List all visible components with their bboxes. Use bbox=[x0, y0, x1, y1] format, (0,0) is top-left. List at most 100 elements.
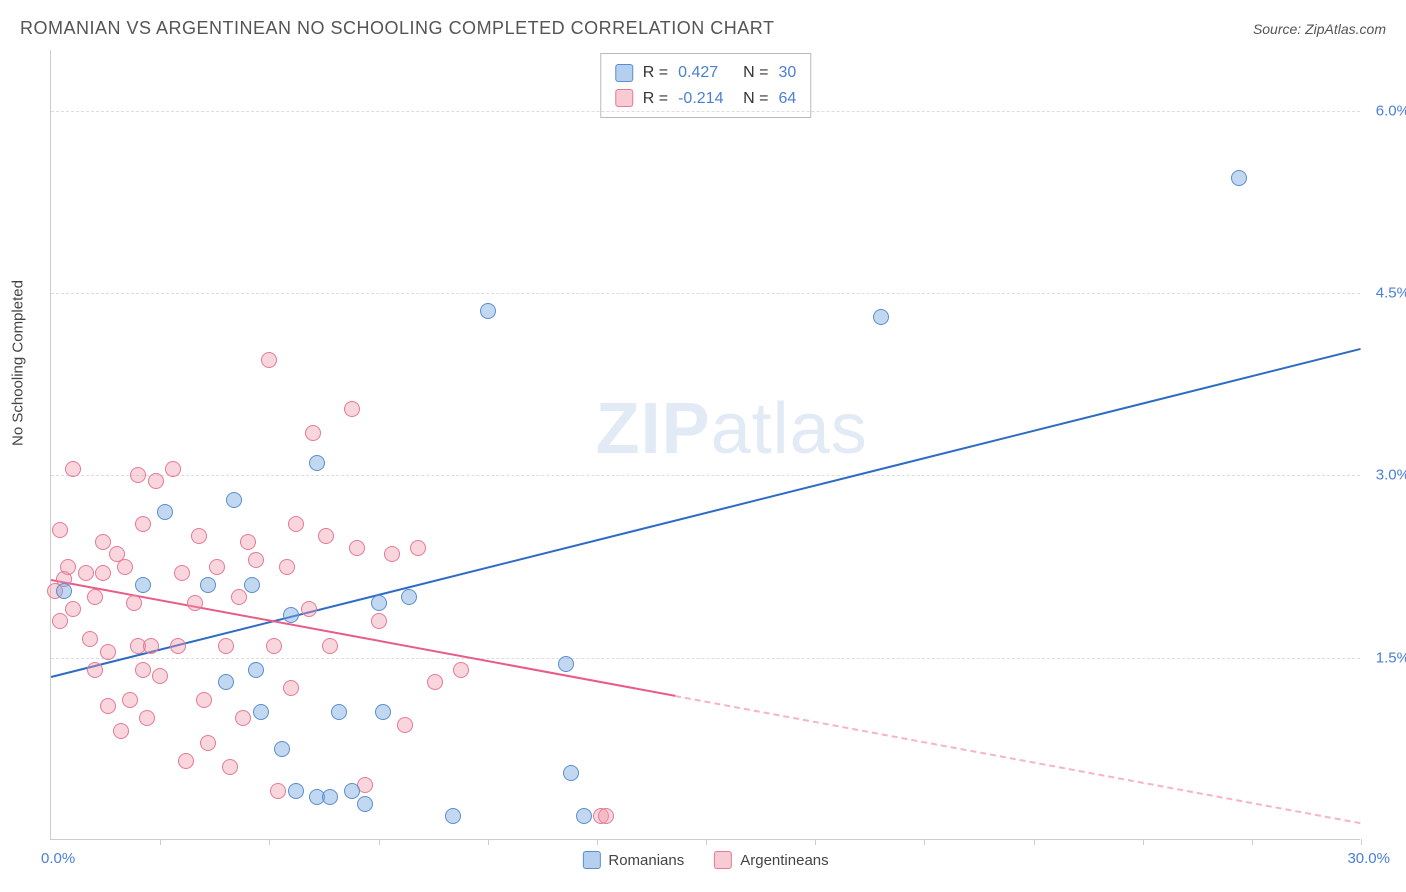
source-attribution: Source: ZipAtlas.com bbox=[1253, 21, 1386, 37]
N-label: N = bbox=[743, 86, 768, 112]
data-point-romanians bbox=[371, 595, 387, 611]
correlation-legend: R = 0.427 N = 30 R = -0.214 N = 64 bbox=[600, 53, 811, 118]
data-point-argentineans bbox=[200, 735, 216, 751]
R-value-romanians: 0.427 bbox=[678, 60, 733, 86]
trendline-argentineans-dashed bbox=[675, 695, 1361, 824]
data-point-argentineans bbox=[143, 638, 159, 654]
data-point-romanians bbox=[401, 589, 417, 605]
legend-item-argentineans: Argentineans bbox=[714, 851, 828, 869]
legend-label-argentineans: Argentineans bbox=[740, 852, 828, 869]
data-point-romanians bbox=[357, 796, 373, 812]
data-point-argentineans bbox=[126, 595, 142, 611]
data-point-argentineans bbox=[344, 401, 360, 417]
data-point-argentineans bbox=[196, 692, 212, 708]
data-point-argentineans bbox=[248, 552, 264, 568]
data-point-argentineans bbox=[222, 759, 238, 775]
source-name: ZipAtlas.com bbox=[1305, 21, 1386, 37]
gridline bbox=[51, 658, 1360, 659]
data-point-argentineans bbox=[87, 589, 103, 605]
data-point-argentineans bbox=[270, 783, 286, 799]
data-point-romanians bbox=[56, 583, 72, 599]
data-point-argentineans bbox=[52, 613, 68, 629]
data-point-romanians bbox=[253, 704, 269, 720]
x-tick bbox=[1143, 839, 1144, 845]
N-value-romanians: 30 bbox=[778, 60, 796, 86]
data-point-argentineans bbox=[65, 461, 81, 477]
data-point-romanians bbox=[248, 662, 264, 678]
data-point-argentineans bbox=[60, 559, 76, 575]
data-point-argentineans bbox=[410, 540, 426, 556]
y-axis-title: No Schooling Completed bbox=[10, 280, 27, 446]
gridline bbox=[51, 293, 1360, 294]
data-point-argentineans bbox=[191, 528, 207, 544]
data-point-argentineans bbox=[301, 601, 317, 617]
y-tick-label: 6.0% bbox=[1370, 102, 1406, 119]
data-point-romanians bbox=[157, 504, 173, 520]
data-point-argentineans bbox=[598, 808, 614, 824]
data-point-romanians bbox=[563, 765, 579, 781]
data-point-romanians bbox=[135, 577, 151, 593]
watermark-light: atlas bbox=[711, 389, 868, 469]
legend-item-romanians: Romanians bbox=[582, 851, 684, 869]
data-point-argentineans bbox=[139, 710, 155, 726]
data-point-argentineans bbox=[322, 638, 338, 654]
x-tick bbox=[379, 839, 380, 845]
data-point-argentineans bbox=[52, 522, 68, 538]
data-point-romanians bbox=[226, 492, 242, 508]
x-tick bbox=[1252, 839, 1253, 845]
data-point-romanians bbox=[558, 656, 574, 672]
y-tick-label: 4.5% bbox=[1370, 285, 1406, 302]
data-point-argentineans bbox=[178, 753, 194, 769]
data-point-argentineans bbox=[187, 595, 203, 611]
data-point-argentineans bbox=[384, 546, 400, 562]
data-point-argentineans bbox=[266, 638, 282, 654]
data-point-argentineans bbox=[261, 352, 277, 368]
y-tick-label: 1.5% bbox=[1370, 649, 1406, 666]
swatch-argentineans-icon bbox=[714, 851, 732, 869]
R-value-argentineans: -0.214 bbox=[678, 86, 733, 112]
data-point-argentineans bbox=[453, 662, 469, 678]
data-point-romanians bbox=[576, 808, 592, 824]
data-point-argentineans bbox=[231, 589, 247, 605]
x-tick bbox=[924, 839, 925, 845]
data-point-argentineans bbox=[95, 565, 111, 581]
data-point-argentineans bbox=[288, 516, 304, 532]
legend-label-romanians: Romanians bbox=[608, 852, 684, 869]
chart-title: ROMANIAN VS ARGENTINEAN NO SCHOOLING COM… bbox=[20, 18, 774, 39]
data-point-argentineans bbox=[152, 668, 168, 684]
source-prefix: Source: bbox=[1253, 21, 1305, 37]
swatch-romanians-icon bbox=[615, 64, 633, 82]
data-point-argentineans bbox=[95, 534, 111, 550]
data-point-romanians bbox=[288, 783, 304, 799]
data-point-argentineans bbox=[371, 613, 387, 629]
data-point-romanians bbox=[445, 808, 461, 824]
data-point-argentineans bbox=[283, 680, 299, 696]
data-point-argentineans bbox=[122, 692, 138, 708]
data-point-argentineans bbox=[100, 644, 116, 660]
data-point-argentineans bbox=[65, 601, 81, 617]
data-point-argentineans bbox=[349, 540, 365, 556]
data-point-argentineans bbox=[148, 473, 164, 489]
y-tick-label: 3.0% bbox=[1370, 467, 1406, 484]
watermark: ZIPatlas bbox=[596, 388, 868, 470]
data-point-argentineans bbox=[100, 698, 116, 714]
data-point-romanians bbox=[322, 789, 338, 805]
legend-row-argentineans: R = -0.214 N = 64 bbox=[615, 86, 796, 112]
R-label: R = bbox=[643, 86, 668, 112]
data-point-romanians bbox=[344, 783, 360, 799]
data-point-argentineans bbox=[135, 516, 151, 532]
data-point-argentineans bbox=[209, 559, 225, 575]
x-tick bbox=[706, 839, 707, 845]
data-point-romanians bbox=[1231, 170, 1247, 186]
x-tick bbox=[488, 839, 489, 845]
x-tick bbox=[160, 839, 161, 845]
data-point-argentineans bbox=[235, 710, 251, 726]
data-point-argentineans bbox=[174, 565, 190, 581]
data-point-romanians bbox=[375, 704, 391, 720]
data-point-romanians bbox=[331, 704, 347, 720]
swatch-argentineans-icon bbox=[615, 89, 633, 107]
data-point-argentineans bbox=[135, 662, 151, 678]
data-point-argentineans bbox=[165, 461, 181, 477]
R-label: R = bbox=[643, 60, 668, 86]
data-point-argentineans bbox=[427, 674, 443, 690]
